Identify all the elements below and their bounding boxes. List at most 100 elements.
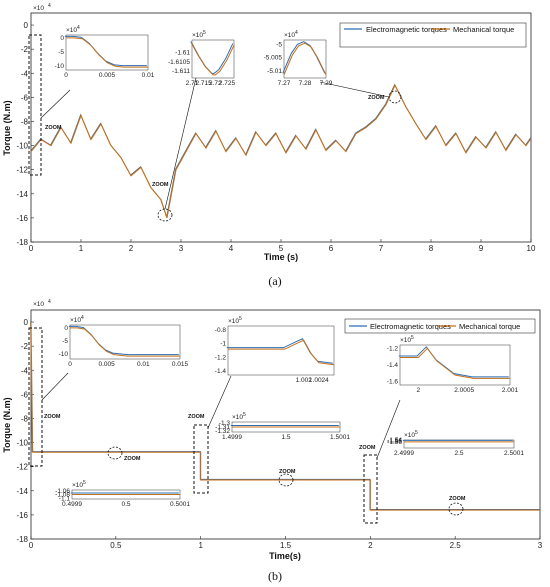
- inset-x-tick-label: 0.015: [172, 361, 189, 368]
- y-tick-label: -8: [21, 414, 29, 423]
- inset-y-tick-label: -5: [62, 338, 68, 345]
- inset-x-tick-label: 0.5001: [170, 501, 190, 508]
- inset-y-tick-label: -1.54: [387, 437, 402, 444]
- y-tick-label: -16: [16, 511, 28, 520]
- inset-multiplier: ×10: [400, 337, 411, 344]
- x-tick-label: 3: [538, 541, 543, 550]
- inset-line-mech: [191, 42, 235, 76]
- panel-b-inset-steady-0-5s: 0.4999 0.5 0.5001 -1.06-1.08-1.1×10 5: [55, 480, 190, 508]
- inset-line-mech: [66, 37, 148, 68]
- inset-x-tick-label: 0: [64, 72, 68, 79]
- inset-x-tick-label: 0: [68, 361, 72, 368]
- inset-multiplier-exp: 5: [411, 335, 414, 341]
- inset-multiplier-exp: 5: [83, 480, 86, 486]
- inset-x-tick-label: 7.28: [299, 80, 312, 87]
- inset-x-tick-label: 1.0024: [309, 377, 329, 384]
- y-tick-label: -18: [16, 238, 28, 247]
- panel-a-y-multiplier: ×10: [33, 5, 44, 12]
- x-tick-label: 7: [379, 244, 384, 253]
- inset-y-tick-label: -10: [55, 63, 65, 70]
- inset-multiplier: ×10: [70, 317, 81, 324]
- inset-multiplier-exp: 4: [295, 30, 298, 36]
- x-tick-label: 9: [479, 244, 484, 253]
- zoom-label-b1: ZOOM: [44, 414, 61, 420]
- inset-y-tick-label: -1.61: [175, 49, 190, 56]
- inset-y-tick-label: 0: [60, 35, 64, 42]
- inset-y-tick-label: -1.55: [387, 438, 402, 445]
- inset-y-tick-label: -1.6: [387, 379, 399, 386]
- y-tick-label: -4: [21, 69, 29, 78]
- x-tick-label: 8: [429, 244, 434, 253]
- panel-b-inset-startup: 0 0.005 0.01 0.015 0 -5 -10 ×10 4: [59, 315, 189, 368]
- inset-x-tick-label: 0.01: [142, 72, 155, 79]
- zoom-label-b6: ZOOM: [449, 496, 466, 502]
- inset-y-tick-label: -1.56: [387, 439, 402, 446]
- inset-x-tick-label: 2.72: [209, 80, 222, 87]
- panel-b-y-multiplier-exp: 4: [48, 299, 51, 305]
- inset-x-tick-label: 0.005: [99, 361, 116, 368]
- inset-y-tick-label: -5: [58, 49, 64, 56]
- inset-x-tick-label: 2.001: [502, 387, 519, 394]
- inset-multiplier-exp: 5: [203, 30, 206, 36]
- y-tick-label: -4: [21, 366, 29, 375]
- inset-y-tick-label: -1.06: [55, 488, 70, 495]
- inset-multiplier-exp: 5: [415, 430, 418, 436]
- zoom-label-b2: ZOOM: [188, 414, 205, 420]
- panel-b-inset-steady-1-5s: 1.4999 1.5 1.5001 -1.3-1.31-1.32×10 5: [215, 412, 350, 441]
- y-tick-label: -8: [21, 117, 29, 126]
- inset-y-tick-label: -1.1: [59, 495, 71, 502]
- x-tick-label: 3: [179, 244, 184, 253]
- x-tick-label: 0: [29, 244, 34, 253]
- legend-item-mech-a: Mechanical torque: [453, 25, 514, 34]
- inset-x-tick-label: 0.4999: [62, 501, 82, 508]
- panel-a-series: [30, 83, 532, 219]
- x-tick-label: 1: [79, 244, 84, 253]
- inset-frame: [403, 439, 515, 449]
- inset-x-tick-label: 2.5: [454, 450, 463, 457]
- inset-x-tick-label: 2.5001: [504, 450, 524, 457]
- inset-y-tick-label: -0.8: [215, 327, 227, 334]
- inset-x-tick-label: 0.01: [137, 361, 150, 368]
- legend-item-mech-b: Mechanical torque: [459, 322, 520, 331]
- inset-y-tick-label: -1: [220, 341, 226, 348]
- x-tick-label: 1: [198, 541, 203, 550]
- inset-x-tick-label: 0.005: [99, 72, 116, 79]
- x-tick-label: 0.5: [110, 541, 122, 550]
- inset-line-mech: [228, 339, 335, 366]
- y-tick-label: -14: [16, 190, 28, 199]
- x-tick-label: 2: [368, 541, 373, 550]
- series-line-mech: [30, 84, 532, 219]
- inset-x-tick-label: 7.29: [320, 80, 333, 87]
- inset-x-tick-label: 2.725: [219, 80, 236, 87]
- inset-x-tick-label: 2.715: [196, 80, 213, 87]
- y-tick-label: -12: [16, 166, 28, 175]
- legend-item-em-a: Electromagnetic torques: [366, 25, 447, 34]
- y-tick-label: -10: [16, 439, 28, 448]
- series-line-em: [30, 83, 531, 218]
- panel-b-x-ticks: 0 0.5 1 1.5 2 2.5 3: [29, 536, 543, 550]
- inset-x-tick-label: 1.4999: [222, 434, 242, 441]
- panel-a-inset-maximum: 7.27 7.28 7.29 -5 -5.005 -5.01 ×10 4: [264, 30, 333, 87]
- x-tick-label: 4: [229, 244, 234, 253]
- panel-a-ylabel: Torque (N.m): [2, 100, 12, 155]
- inset-x-tick-label: 1.002: [296, 377, 313, 384]
- inset-multiplier-exp: 4: [81, 315, 84, 321]
- inset-line-mech: [283, 42, 327, 76]
- panel-a-y-ticks: 0 -2 -4 -6 -8 -10 -12 -14 -16 -18: [16, 21, 34, 247]
- inset-y-tick-label: -1.611: [172, 68, 190, 75]
- x-tick-label: 6: [329, 244, 334, 253]
- panel-b-zoom-markers: ZOOM ZOOM ZOOM ZOOM ZOOM ZOOM: [28, 327, 466, 524]
- panel-a-y-multiplier-exp: 4: [48, 3, 51, 9]
- zoom-label-a2: ZOOM: [152, 182, 169, 188]
- panel-b-y-multiplier: ×10: [33, 301, 44, 308]
- panel-b-y-ticks: 0 -2 -4 -6 -8 -10 -12 -14 -16 -18: [16, 318, 34, 544]
- inset-y-tick-label: -5.01: [267, 68, 282, 75]
- inset-frame: [227, 325, 335, 376]
- inset-frame: [399, 344, 511, 386]
- inset-y-tick-label: 0: [64, 325, 68, 332]
- inset-multiplier: ×10: [228, 318, 239, 325]
- x-tick-label: 1.5: [280, 541, 292, 550]
- panel-b-inset-steady-2-5s: 2.4999 2.5 2.5001 -1.54-1.55-1.56×10 5: [387, 430, 524, 457]
